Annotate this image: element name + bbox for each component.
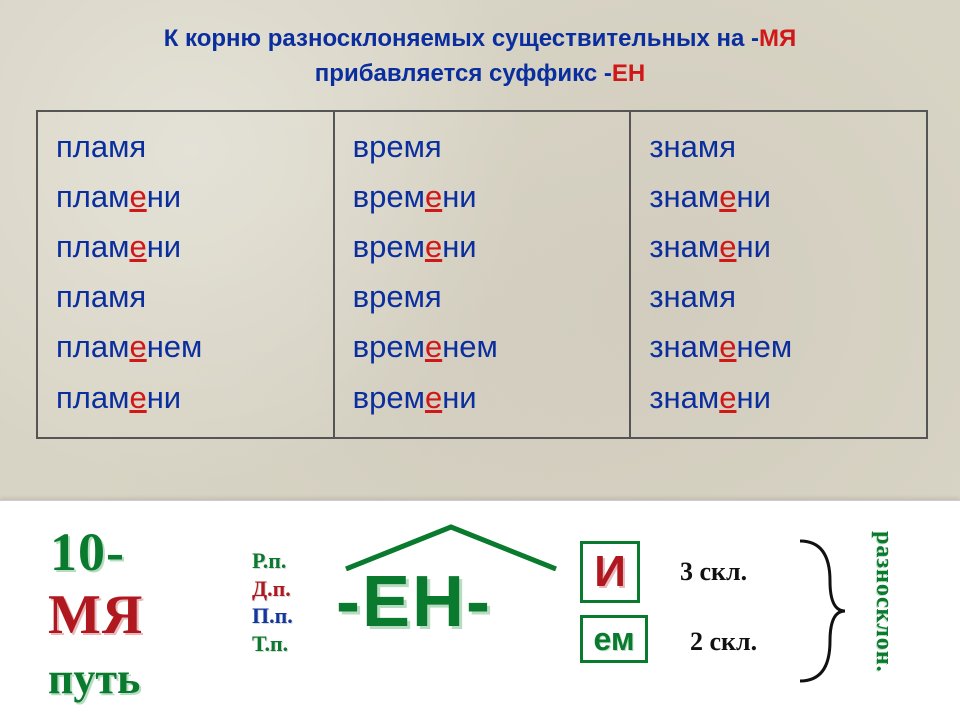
main-slide: К корню разносклоняемых существительных …	[0, 0, 960, 500]
word-row: время	[353, 122, 612, 172]
header-line1-pre: К корню разносклоняемых существительных …	[164, 25, 759, 52]
declension-table: пламяпламенипламенипламяпламенемпламени …	[36, 110, 928, 439]
em-box: ем	[580, 615, 648, 663]
header-mya: МЯ	[759, 25, 796, 52]
col-vremya: времявременивременивремявременемвремени	[335, 112, 632, 437]
col-plamya: пламяпламенипламенипламяпламенемпламени	[38, 112, 335, 437]
word-row: пламя	[56, 272, 315, 322]
ten-label: 10-	[50, 521, 125, 583]
highlight-e: е	[425, 229, 442, 264]
put-label: путь	[48, 653, 140, 704]
header: К корню разносклоняемых существительных …	[36, 0, 924, 110]
highlight-e: е	[129, 380, 146, 415]
highlight-e: е	[129, 229, 146, 264]
i-box: И	[580, 541, 640, 603]
highlight-e: е	[425, 179, 442, 214]
highlight-e: е	[425, 380, 442, 415]
col-znamya: знамязнаменизнаменизнамязнаменемзнамени	[631, 112, 926, 437]
skl2-label: 2 скл.	[690, 627, 757, 657]
word-row: знаменем	[649, 322, 908, 372]
cases-list: Р.п. Д.п. П.п. Т.п.	[252, 547, 293, 657]
word-row: пламени	[56, 222, 315, 272]
word-row: времени	[353, 373, 612, 423]
highlight-e: е	[129, 329, 146, 364]
word-row: пламенем	[56, 322, 315, 372]
highlight-e: е	[719, 329, 736, 364]
word-row: пламени	[56, 172, 315, 222]
em-ending: ем	[593, 621, 634, 657]
i-ending: И	[594, 547, 626, 596]
highlight-e: е	[719, 229, 736, 264]
case-dp: Д.п.	[252, 575, 293, 603]
bottom-panel: 10- МЯ путь Р.п. Д.п. П.п. Т.п. -ЕН- И е…	[0, 500, 960, 721]
highlight-e: е	[719, 380, 736, 415]
word-row: пламя	[56, 122, 315, 172]
highlight-e: е	[719, 179, 736, 214]
case-rp: Р.п.	[252, 547, 293, 575]
case-tp: Т.п.	[252, 630, 293, 658]
word-row: временем	[353, 322, 612, 372]
header-en: ЕН	[612, 60, 645, 87]
word-row: знамени	[649, 172, 908, 222]
case-pp: П.п.	[252, 602, 293, 630]
raznosklon-label: разносклон.	[870, 531, 897, 673]
skl3-label: 3 скл.	[680, 557, 747, 587]
word-row: знамя	[649, 122, 908, 172]
word-row: знамя	[649, 272, 908, 322]
word-row: знамени	[649, 373, 908, 423]
brace-icon	[790, 531, 850, 696]
word-row: времени	[353, 222, 612, 272]
highlight-e: е	[129, 179, 146, 214]
word-row: пламени	[56, 373, 315, 423]
header-line2-pre: прибавляется суффикс -	[315, 60, 612, 87]
word-row: знамени	[649, 222, 908, 272]
word-row: времени	[353, 172, 612, 222]
word-row: время	[353, 272, 612, 322]
mya-label: МЯ	[48, 583, 143, 647]
en-suffix: -ЕН-	[336, 561, 492, 643]
highlight-e: е	[425, 329, 442, 364]
